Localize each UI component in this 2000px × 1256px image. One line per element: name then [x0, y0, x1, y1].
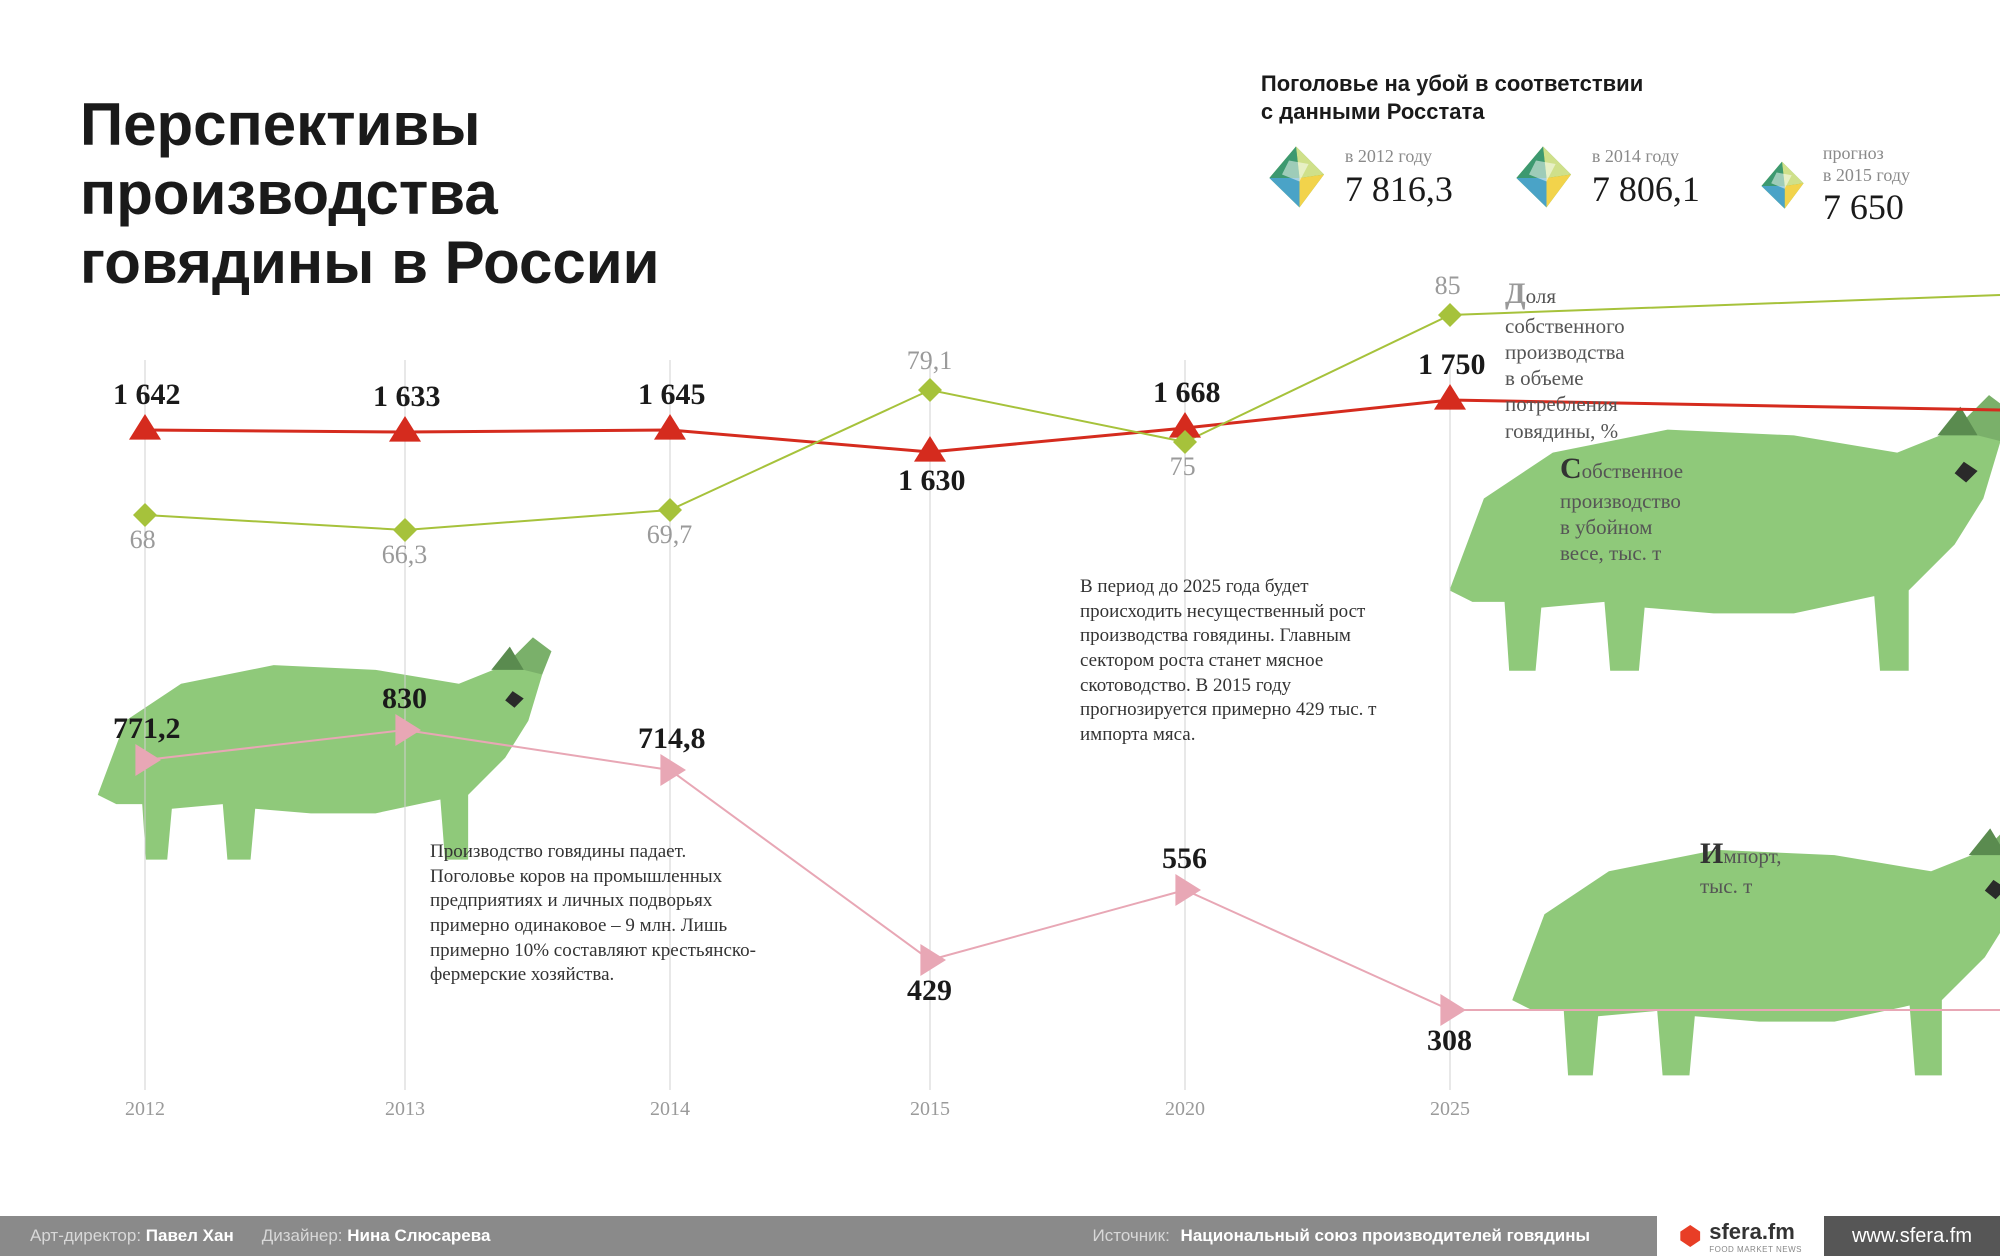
- annotation-1: Производство говядины падает. Поголовье …: [430, 840, 760, 988]
- gem-icon: [1261, 143, 1331, 213]
- data-label: 75: [1170, 452, 1196, 482]
- stat-value: 7 806,1: [1592, 168, 1700, 210]
- annotation-2: В период до 2025 года будет происходить …: [1080, 575, 1410, 748]
- data-label: 1 750: [1418, 348, 1486, 382]
- data-label: 714,8: [638, 722, 706, 756]
- legend-share: Доля собственного производствав объеме п…: [1505, 275, 1680, 444]
- data-label: 1 645: [638, 378, 706, 412]
- stat-2015: прогнозв 2015 году 7 650: [1755, 143, 1910, 228]
- header-stats: в 2012 году 7 816,3 в 2014 году 7 806,1 …: [1261, 143, 1910, 228]
- stat-value: 7 816,3: [1345, 168, 1453, 210]
- gem-icon: [1755, 159, 1809, 213]
- legend-import: Импорт,тыс. т: [1700, 835, 1781, 899]
- header-caption: Поголовье на убой в соответствиис данным…: [1261, 70, 1910, 125]
- stat-year: в 2012 году: [1345, 146, 1453, 168]
- data-label: 1 642: [113, 378, 181, 412]
- data-label: 66,3: [382, 540, 428, 570]
- credit-designer: Дизайнер: Нина Слюсарева: [262, 1226, 491, 1246]
- stat-year: в 2014 году: [1592, 146, 1700, 168]
- chart-svg: [80, 370, 1680, 1130]
- x-axis-label: 2012: [125, 1098, 165, 1121]
- stat-2012: в 2012 году 7 816,3: [1261, 143, 1453, 213]
- source: Источник: Национальный союз производител…: [1093, 1226, 1590, 1246]
- data-label: 771,2: [113, 712, 181, 746]
- data-label: 68: [130, 525, 156, 555]
- data-label: 85: [1435, 271, 1461, 301]
- stat-value: 7 650: [1823, 186, 1910, 228]
- data-label: 556: [1162, 842, 1207, 876]
- stat-year: прогнозв 2015 году: [1823, 143, 1910, 186]
- data-label: 79,1: [907, 346, 953, 376]
- header-stats-block: Поголовье на убой в соответствиис данным…: [1261, 70, 1910, 228]
- x-axis-label: 2013: [385, 1098, 425, 1121]
- legend-production: Собственное производствов убойном весе, …: [1560, 450, 1683, 566]
- data-label: 429: [907, 974, 952, 1008]
- data-label: 308: [1427, 1024, 1472, 1058]
- credit-art-director: Арт-директор: Павел Хан: [30, 1226, 234, 1246]
- footer-url: www.sfera.fm: [1824, 1216, 2000, 1256]
- stat-2014: в 2014 году 7 806,1: [1508, 143, 1700, 213]
- data-label: 1 633: [373, 380, 441, 414]
- footer-right: sfera.fm FOOD MARKET NEWS www.sfera.fm: [1657, 1216, 2000, 1256]
- x-axis-label: 2025: [1430, 1098, 1470, 1121]
- page-title: Перспективыпроизводстваговядины в России: [80, 90, 660, 297]
- x-axis-label: 2015: [910, 1098, 950, 1121]
- brand-mark-icon: [1679, 1225, 1701, 1247]
- x-axis-label: 2014: [650, 1098, 690, 1121]
- gem-icon: [1508, 143, 1578, 213]
- data-label: 1 668: [1153, 376, 1221, 410]
- data-label: 69,7: [647, 520, 693, 550]
- data-label: 830: [382, 682, 427, 716]
- x-axis-label: 2020: [1165, 1098, 1205, 1121]
- data-label: 1 630: [898, 464, 966, 498]
- chart: Доля собственного производствав объеме п…: [80, 370, 1680, 1110]
- brand-logo: sfera.fm FOOD MARKET NEWS: [1657, 1216, 1824, 1256]
